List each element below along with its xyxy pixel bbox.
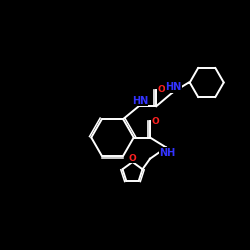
- Text: O: O: [152, 117, 160, 126]
- Text: HN: HN: [132, 96, 148, 106]
- Text: HN: HN: [166, 82, 182, 92]
- Text: O: O: [158, 86, 166, 94]
- Text: O: O: [128, 154, 136, 163]
- Text: NH: NH: [160, 148, 176, 158]
